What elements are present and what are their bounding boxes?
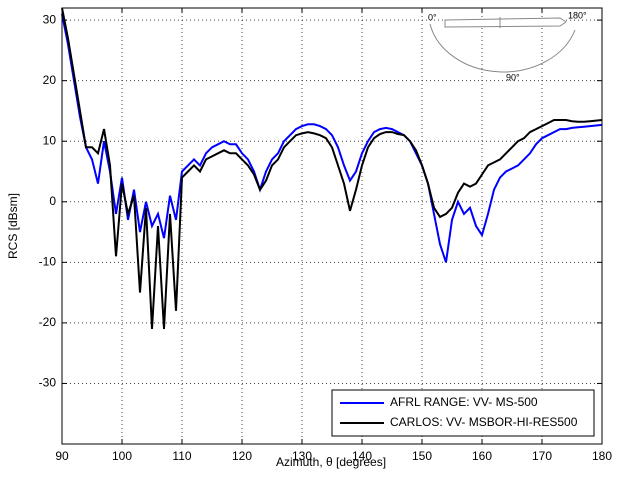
y-tick-label: -30	[39, 376, 57, 390]
inset-label: 180°	[568, 10, 587, 20]
y-axis-label: RCS [dBsm]	[6, 193, 20, 259]
y-tick-label: 30	[43, 12, 57, 26]
inset-diagram: 0° 180° 90°	[428, 10, 587, 82]
y-tick-label: -20	[39, 315, 57, 329]
x-tick-label: 120	[232, 449, 252, 463]
plot-frame	[61, 7, 603, 445]
inset-arc	[429, 23, 576, 73]
x-tick-label: 180	[592, 449, 612, 463]
x-tick-label: 150	[412, 449, 432, 463]
legend: AFRL RANGE: VV- MS-500 CARLOS: VV- MSBOR-…	[331, 389, 595, 437]
y-tick-label: -10	[39, 255, 57, 269]
series-line	[61, 7, 603, 329]
series-line	[61, 13, 603, 263]
x-tick-label: 110	[172, 449, 191, 463]
x-tick-label: 90	[55, 449, 69, 463]
x-tick-label: 170	[532, 449, 552, 463]
x-tick-label: 100	[112, 449, 132, 463]
x-tick-label: 160	[472, 449, 492, 463]
inset-label: 90°	[506, 72, 520, 82]
x-tick-label: 140	[352, 449, 372, 463]
legend-box	[331, 389, 595, 437]
y-tick-label: 10	[43, 133, 57, 147]
x-tick-label: 130	[292, 449, 312, 463]
x-axis-label: Azimuth, θ [degrees]	[276, 455, 386, 469]
y-tick-label: 20	[43, 73, 57, 87]
inset-label: 0°	[428, 12, 437, 22]
y-tick-label: 0	[49, 194, 56, 208]
legend-label: AFRL RANGE: VV- MS-500	[390, 395, 538, 409]
inset-pen	[444, 17, 567, 28]
legend-label: CARLOS: VV- MSBOR-HI-RES500	[390, 415, 578, 429]
